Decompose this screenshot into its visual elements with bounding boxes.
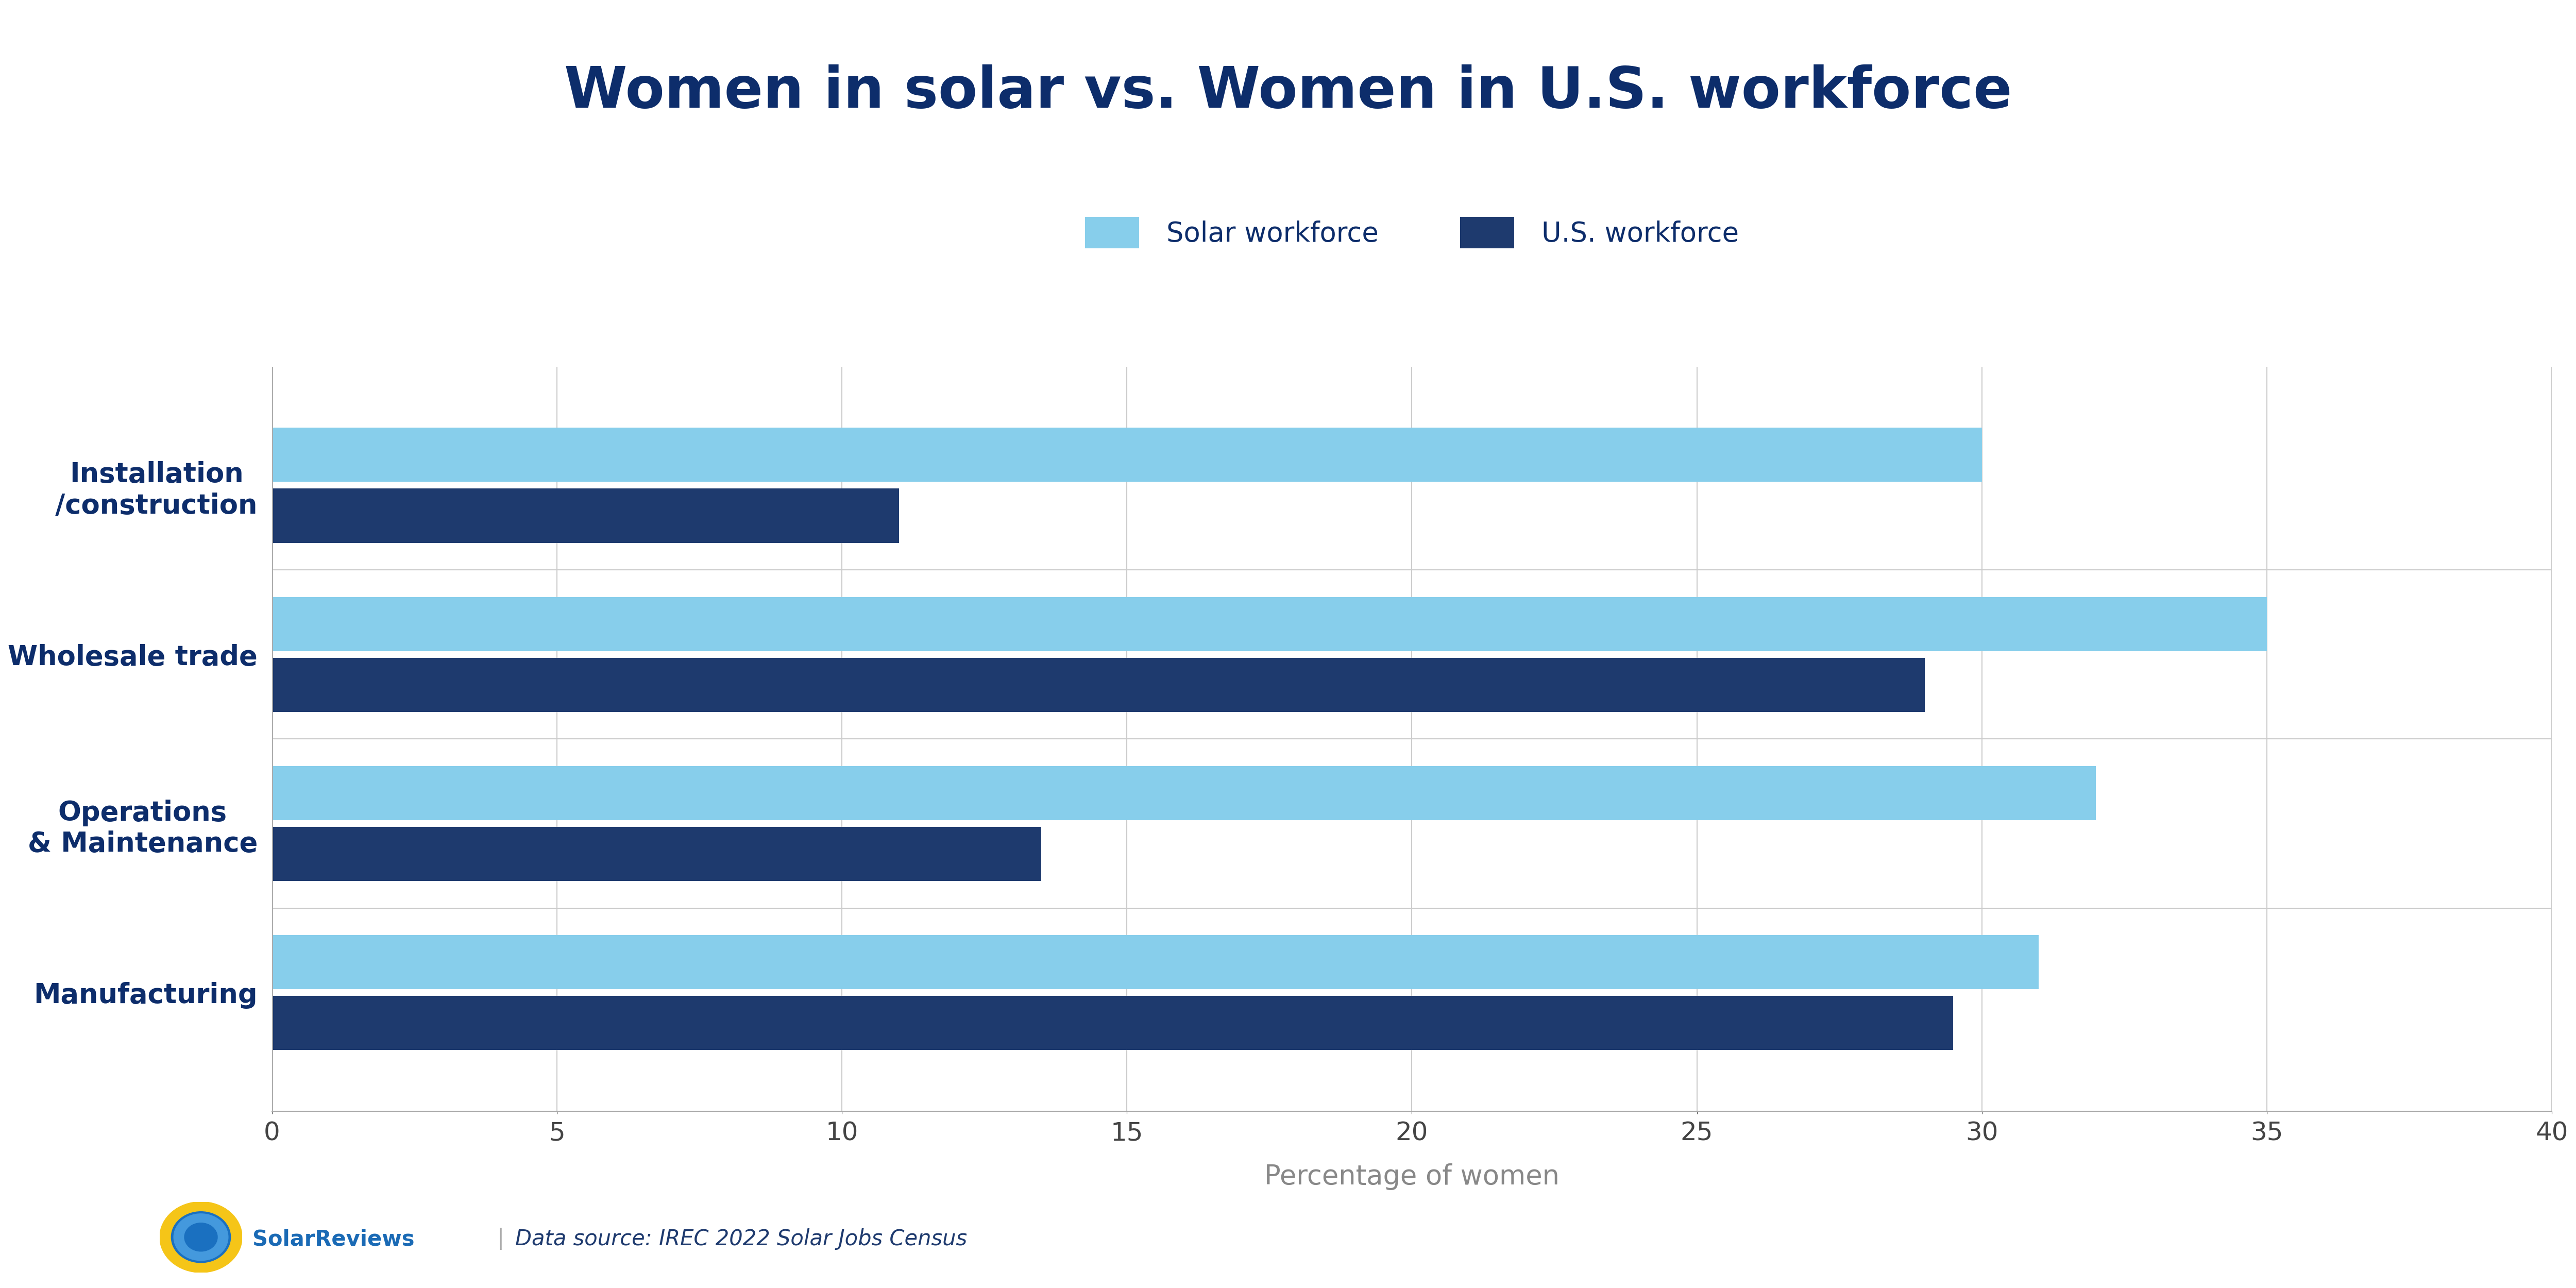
Bar xyxy=(273,935,2038,989)
X-axis label: Percentage of women: Percentage of women xyxy=(1265,1163,1558,1190)
Circle shape xyxy=(170,1212,232,1262)
Bar xyxy=(273,596,2267,650)
Circle shape xyxy=(160,1202,242,1273)
Bar xyxy=(273,658,1924,712)
Circle shape xyxy=(173,1213,229,1261)
Bar xyxy=(273,996,1953,1050)
Bar xyxy=(273,428,1981,482)
Legend: Solar workforce, U.S. workforce: Solar workforce, U.S. workforce xyxy=(1084,216,1739,249)
Text: |: | xyxy=(497,1227,505,1251)
Text: SolarReviews: SolarReviews xyxy=(252,1229,415,1249)
Bar xyxy=(273,827,1041,881)
Bar xyxy=(273,766,2097,820)
Bar xyxy=(273,488,899,542)
Circle shape xyxy=(185,1224,216,1252)
Text: Data source: IREC 2022 Solar Jobs Census: Data source: IREC 2022 Solar Jobs Census xyxy=(515,1229,966,1249)
Text: Women in solar vs. Women in U.S. workforce: Women in solar vs. Women in U.S. workfor… xyxy=(564,64,2012,120)
